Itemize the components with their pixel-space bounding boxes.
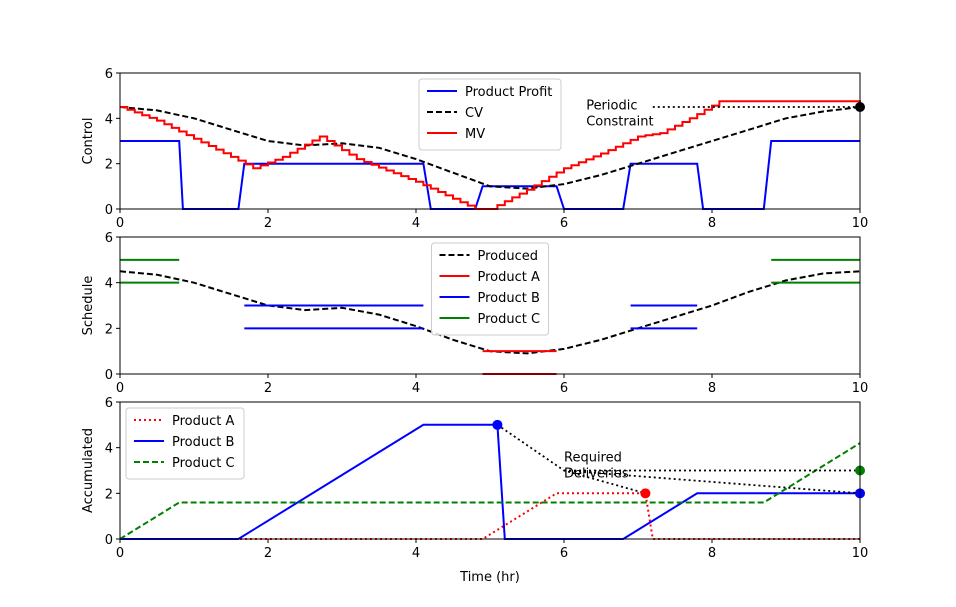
x-tick-label: 0 [116,381,124,396]
x-tick-label: 10 [852,546,869,561]
annotation-text: Deliveries [564,466,629,481]
x-tick-label: 4 [412,546,420,561]
y-tick-label: 0 [105,203,113,218]
axes-frame [119,401,861,540]
axes-frame [119,236,861,375]
x-tick-label: 0 [116,546,124,561]
annotation-text: Constraint [586,114,653,129]
x-axis-label: Time (hr) [459,570,520,585]
x-tick-label: 6 [560,216,568,231]
x-tick-label: 2 [264,216,272,231]
y-tick-label: 4 [105,112,113,127]
y-tick-label: 6 [105,396,113,411]
y-axis-label: Accumulated [81,428,96,513]
y-tick-label: 4 [105,442,113,457]
series-mv-line [120,100,861,210]
x-tick-label: 6 [560,381,568,396]
x-tick-label: 8 [708,216,716,231]
x-tick-label: 8 [708,381,716,396]
y-axis-label: Control [81,118,96,165]
y-tick-label: 6 [105,67,113,82]
y-tick-label: 2 [105,158,113,173]
x-tick-label: 0 [116,216,124,231]
legend-entry: Product A [172,414,234,429]
legend-entry: Product B [172,435,234,450]
legend: Produced Product A Product B Product C [431,242,549,336]
data-point-marker [492,419,503,430]
axes-frame [119,72,861,210]
x-tick-label: 10 [852,216,869,231]
x-tick-label: 6 [560,546,568,561]
y-tick-label: 2 [105,487,113,502]
series-product-c-line [119,442,861,540]
legend-box [431,242,549,336]
y-tick-label: 0 [105,368,113,383]
x-tick-label: 4 [412,216,420,231]
legend-entry: Product A [478,270,540,285]
y-tick-label: 2 [105,322,113,337]
panel-3: 0 2 4 6 8 10 0 2 4 6 Accumulated Time (hr) RequiredD… [81,396,868,585]
x-tick-label: 10 [852,381,869,396]
y-axis-label: Schedule [81,276,96,336]
legend-entry: MV [465,127,485,142]
legend-entry: Product C [478,312,541,327]
x-tick-label: 2 [264,381,272,396]
series-product-b-line [120,423,860,540]
y-tick-label: 0 [105,533,113,548]
y-tick-label: 4 [105,277,113,292]
legend: Product A Product B Product C [125,407,245,480]
series-product-profit-line [120,140,860,210]
annotation-text: Required [564,450,622,465]
series-cv-line [119,106,861,190]
legend: Product Profit CV MV [418,78,562,151]
x-tick-label: 8 [708,546,716,561]
legend-entry: Produced [478,249,539,264]
legend-entry: Product Profit [465,85,552,100]
legend-entry: CV [465,106,483,121]
series-product-a-line [120,492,860,540]
data-point-marker [640,488,651,499]
x-tick-label: 2 [264,546,272,561]
annotation-text: Periodic [586,98,637,113]
y-tick-label: 6 [105,231,113,246]
x-tick-label: 4 [412,381,420,396]
legend-entry: Product B [478,291,540,306]
legend-entry: Product C [172,456,235,471]
